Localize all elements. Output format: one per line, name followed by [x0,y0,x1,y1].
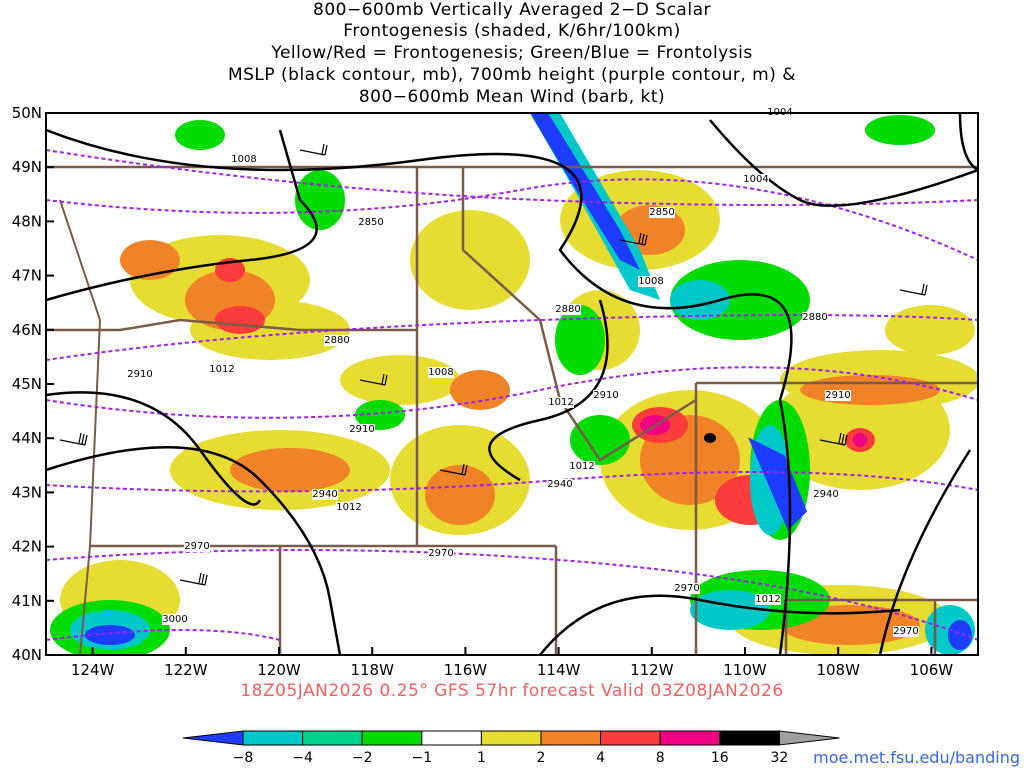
mslp-label: 1008 [428,367,453,378]
colorbar-label: 1 [477,750,486,766]
title-line: MSLP (black contour, mb), 700mb height (… [227,65,797,85]
lon-label: 108W [816,661,860,679]
lat-label: 43N [12,483,42,501]
colorbar-label: 4 [596,750,605,766]
lat-label: 45N [12,375,42,393]
height-label: 2970 [893,626,918,637]
mslp-label: 1012 [336,502,361,513]
colorbar-arrow-low [182,730,244,746]
colorbar-swatch [540,730,602,746]
mslp-label: 1012 [548,397,573,408]
colorbar-swatch [242,730,304,746]
height-label: 2880 [802,312,827,323]
title-line: Frontogenesis (shaded, K/6hr/100km) [343,21,681,41]
height-label: 2970 [184,541,209,552]
title-line: 800−600mb Mean Wind (barb, kt) [358,87,666,107]
lon-label: 106W [910,661,954,679]
colorbar: −8 −4 −2 −1 1 2 4 8 16 32 [182,730,840,766]
colorbar-swatch [421,730,482,746]
height-label: 2850 [649,207,674,218]
colorbar-label: 32 [770,750,788,766]
lat-label: 47N [12,267,42,285]
lon-label: 120W [257,661,301,679]
lon-label: 124W [71,661,115,679]
colorbar-label: 2 [537,750,546,766]
shading [50,113,978,655]
lon-label: 112W [630,661,674,679]
colorbar-label: −1 [411,750,432,766]
lat-label: 48N [12,212,42,230]
height-label: 2910 [127,369,152,380]
height-label: 2850 [358,217,383,228]
mslp-label: 1004 [743,174,768,185]
wind-barbs [59,143,928,586]
height-label: 2940 [547,479,572,490]
colorbar-label: 16 [711,750,729,766]
lon-label: 116W [444,661,488,679]
height-label: 2970 [674,583,699,594]
mslp-label: 1012 [755,594,780,605]
lon-label: 114W [537,661,581,679]
lon-label: 122W [164,661,208,679]
height-label: 2940 [312,489,337,500]
colorbar-swatch [659,730,721,746]
height-label: 2970 [428,548,453,559]
title-line: 800−600mb Vertically Averaged 2−D Scalar [313,0,711,20]
colorbar-swatch [480,730,542,746]
height-label: 3000 [162,614,187,625]
colorbar-label: 8 [656,750,665,766]
mslp-label: 1008 [638,276,663,287]
lat-label: 40N [12,646,42,664]
height-label: 2880 [555,304,580,315]
colorbar-label: −4 [292,750,313,766]
colorbar-label: −2 [352,750,373,766]
mslp-contours [46,113,978,655]
lat-label: 42N [12,538,42,556]
colorbar-swatch [600,730,661,746]
title-line: Yellow/Red = Frontogenesis; Green/Blue =… [271,43,753,63]
lat-label: 44N [12,429,42,447]
colorbar-swatch [719,730,780,746]
source-url-link[interactable]: moe.met.fsu.edu/banding [813,748,1020,767]
lat-label: 41N [12,592,42,610]
height-label: 2880 [324,335,349,346]
colorbar-label: −8 [233,750,254,766]
colorbar-swatch [302,730,363,746]
lat-label: 50N [12,104,42,122]
lat-label: 46N [12,321,42,339]
lon-label: 110W [723,661,767,679]
mslp-label: 1012 [569,461,594,472]
valid-time-label: 18Z05JAN2026 0.25° GFS 57hr forecast Val… [240,681,784,701]
lon-label: 118W [350,661,394,679]
colorbar-swatch [361,730,423,746]
mslp-label: 1012 [209,364,234,375]
height-label: 2910 [825,390,850,401]
height-label: 2910 [593,390,618,401]
height-label: 2910 [349,424,374,435]
mslp-label: 1008 [231,154,256,165]
colorbar-arrow-high [778,730,840,746]
lat-label: 49N [12,158,42,176]
height-label: 2940 [813,489,838,500]
